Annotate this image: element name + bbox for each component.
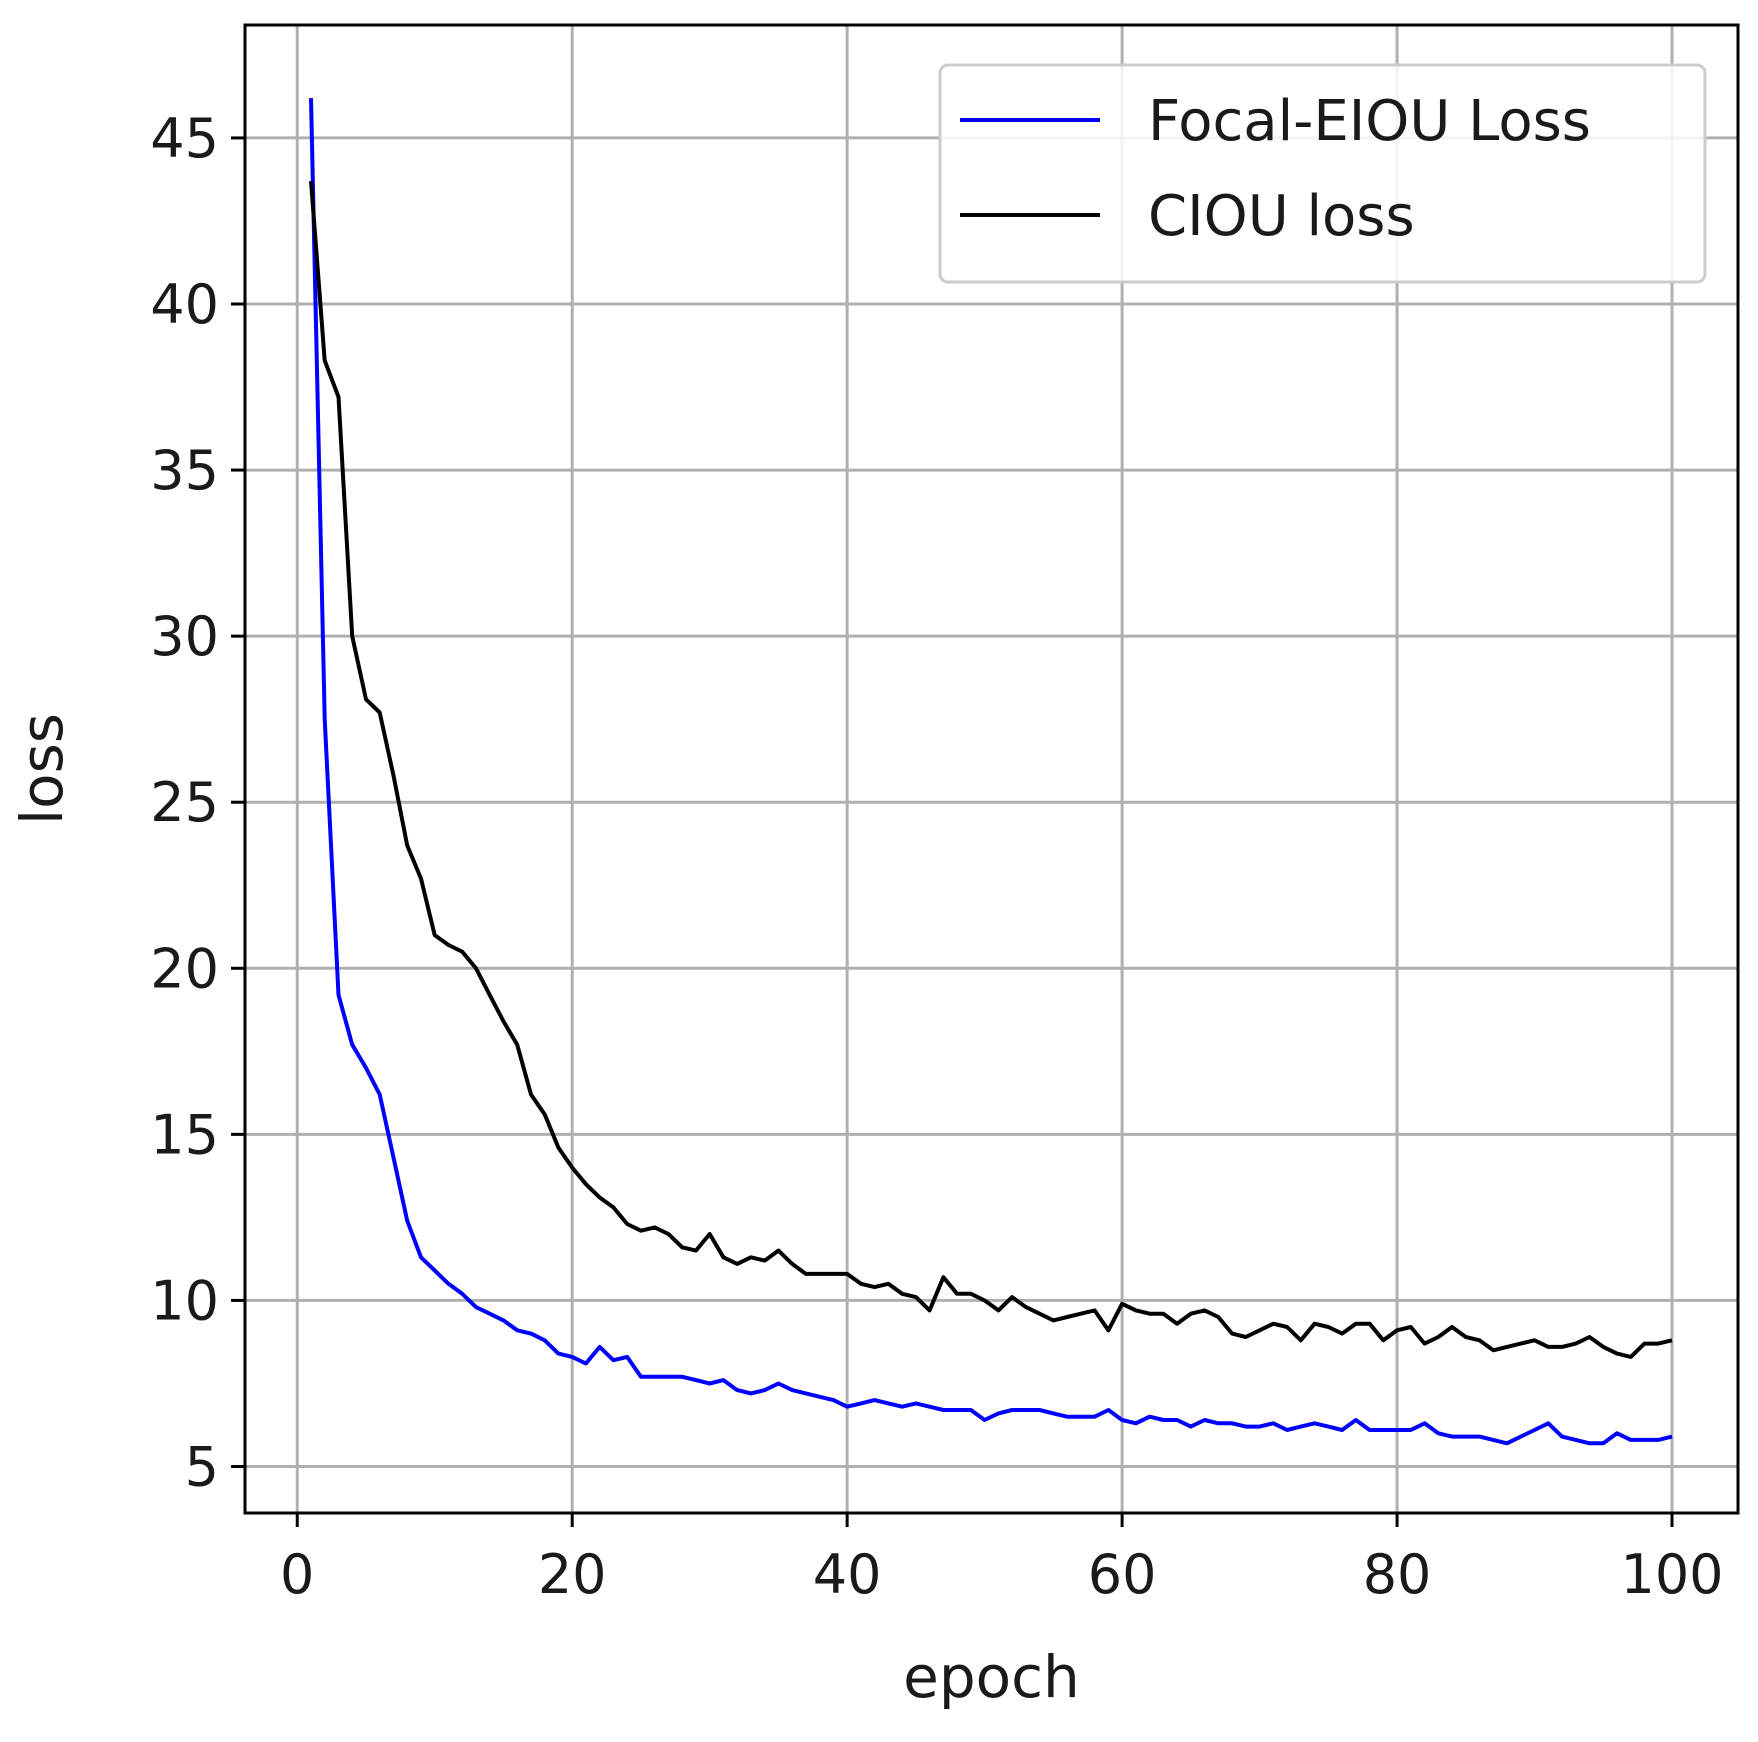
x-tick-label: 20 [538, 1543, 607, 1606]
y-tick-label: 15 [150, 1103, 219, 1166]
ticks: 0 20 40 60 80 100 5 10 15 20 25 30 35 40 45 [150, 107, 1723, 1606]
series-line-ciou [309, 180, 1673, 1359]
x-tick-label: 40 [813, 1543, 882, 1606]
legend-label-ciou: CIOU loss [1148, 184, 1415, 249]
plot-frame [243, 23, 1740, 1515]
legend-box [938, 63, 1707, 284]
series-line-focal-eiou [309, 98, 1673, 1446]
y-tick-label: 25 [150, 771, 219, 834]
x-tick-label: 0 [280, 1543, 314, 1606]
legend: Focal-EIOU Loss CIOU loss [938, 63, 1707, 284]
legend-label-focal-eiou: Focal-EIOU Loss [1148, 89, 1591, 154]
y-axis-label: loss [8, 713, 76, 825]
y-tick-label: 35 [150, 439, 219, 502]
x-tick-label: 80 [1363, 1543, 1432, 1606]
series-lines [309, 98, 1673, 1446]
y-tick-label: 5 [185, 1436, 219, 1499]
y-tick-label: 20 [150, 937, 219, 1000]
y-tick-label: 45 [150, 107, 219, 170]
y-tick-label: 30 [150, 605, 219, 668]
x-tick-label: 60 [1088, 1543, 1157, 1606]
y-tick-label: 40 [150, 273, 219, 336]
x-tick-label: 100 [1620, 1543, 1723, 1606]
y-tick-label: 10 [150, 1269, 219, 1332]
x-axis-label: epoch [903, 1643, 1080, 1711]
